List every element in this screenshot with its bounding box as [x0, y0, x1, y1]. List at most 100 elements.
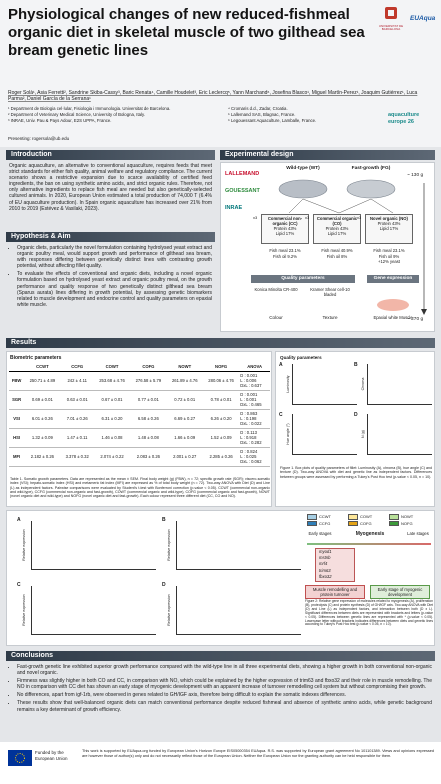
affiliation: ² Department of Veterinary Medical Scien… [8, 112, 146, 117]
table-cell: 0.77 ± 0.01 [137, 397, 159, 402]
table-cell: 250.71 ± 4.89 [29, 378, 56, 383]
table-cell: 280.06 ± 4.76 [208, 378, 234, 383]
bullet: These results show that well-balanced or… [17, 700, 432, 712]
anova-value: D : 0.863 [240, 410, 258, 416]
section-heading: Results [6, 338, 435, 348]
figure2-panel: A Relative expression B Relative expression… [6, 510, 435, 646]
header-band [0, 0, 441, 147]
gene-name: myod1 [319, 549, 332, 554]
anova-value: DxL : 0.022 [240, 421, 262, 427]
panel-letter: A [279, 362, 283, 368]
column-header: COFG [142, 364, 155, 370]
diet-fish: Fish oil 9.2% [273, 253, 297, 259]
y-axis-label: Relative expression [167, 529, 171, 561]
poster-title: Physiological changes of new reduced-fis… [8, 6, 365, 59]
legend-item: NOFG [389, 520, 430, 526]
table-cell: 253.68 ± 4.76 [99, 378, 125, 383]
plot-frame [31, 586, 156, 635]
growth-arrow-head [421, 309, 427, 315]
myo-arrow [307, 543, 431, 545]
anova-cell: D : 0.863 L : 0.198 DxL : 0.022 [239, 409, 270, 428]
diet-composition: Protein 43% [377, 221, 401, 226]
table-cell: 2.001 ± 0.27 [173, 454, 197, 459]
column-header: ANOVA [247, 364, 263, 370]
legend-item: NOWT [389, 514, 430, 520]
affiliation: ⁴ Cromaris d.d., Zadar, Croatia. [228, 106, 288, 111]
table-cell: 1.66 ± 0.09 [174, 435, 196, 440]
table-cell: 6.26 ± 0.20 [210, 416, 232, 421]
replicates: x3 [253, 215, 258, 220]
section-heading: Hypothesis & Aim [6, 232, 215, 242]
table-cell: 2.182 ± 0.26 [30, 454, 55, 459]
legend-item: COFG [348, 520, 389, 526]
legend: CCWT COWT NOWT CCFG COFG NOFG [307, 514, 432, 527]
table-cell: 7.01 ± 0.26 [66, 416, 88, 421]
diet-composition: Lipid 17% [275, 231, 295, 236]
legend-swatch [389, 514, 399, 520]
gene-box: myod1 mstnb mrf4 trim63 fbxo32 [315, 548, 355, 582]
legend-swatch [348, 514, 358, 520]
gene-name: mstnb [319, 555, 331, 561]
table-cell: 2.285 ± 0.26 [209, 454, 233, 459]
anova-value: DxL : 0.282 [240, 440, 262, 446]
intro-text: Organic aquaculture, an alternative to c… [9, 163, 212, 212]
table-cell: 6.69 ± 0.27 [174, 416, 196, 421]
column-header: NOWT [178, 364, 192, 370]
bullet: Organic diets, particularly the novel fo… [17, 245, 212, 269]
legend-swatch [307, 520, 317, 526]
panel-letter: D [162, 582, 166, 588]
figure1-caption: Figure 1. Box plots of quality parameter… [280, 466, 432, 479]
legend-swatch [307, 514, 317, 520]
eu-flag [8, 750, 32, 766]
y-axis-label: Relative expression [22, 594, 26, 626]
y-axis-label: Relative expression [22, 529, 26, 561]
table-cell: 0.67 ± 0.01 [101, 397, 123, 402]
legend-item: CCWT [307, 514, 348, 520]
figure1-panel: Quality parameters A Luminosity B Chroma C Hue… [275, 351, 435, 507]
table-cell: 2.074 ± 0.22 [100, 454, 124, 459]
line-label: Fast-growth (FG) [351, 166, 391, 171]
table-cell: 3.378 ± 0.32 [65, 454, 89, 459]
affiliation: ⁶ Legouessant Aquaculture, Lamballe, Fra… [228, 118, 317, 123]
panel-letter: C [279, 412, 283, 418]
anova-cell: D : 0.113 L : 0.918 DxL : 0.282 [239, 428, 270, 447]
diet-box: Commercial organic (CO) Protein 43% Lipid … [313, 214, 361, 244]
gene-heading: Gene expression [367, 275, 419, 283]
anova-value: L : 0.001 [240, 396, 257, 402]
legend-label: CCWT [319, 514, 331, 520]
anova-value: DxL : 0.062 [240, 459, 262, 465]
panel-letter: D [354, 412, 358, 418]
figure2-caption: Figure 2: Relative gene expression of mo… [305, 599, 433, 627]
table-cell: 6.58 ± 0.26 [137, 416, 159, 421]
funded-text: Funded by the European Union [35, 750, 68, 761]
bullet: Firmness was slightly higher in both CO … [17, 678, 432, 690]
panel-letter: C [17, 582, 21, 588]
anova-value: D : 0.001 [240, 372, 258, 378]
bullet: To evaluate the effects of conventional … [17, 271, 212, 308]
table-cell: 1.32 ± 0.09 [31, 435, 53, 440]
gene-label: Epaxial white Muscle [373, 315, 413, 320]
quality-device: Konica Minolta CR-400 [254, 287, 298, 292]
footer-text: This work is supported by EUAqua.org fun… [82, 749, 434, 758]
myo-box: Early stage of myogenic development [370, 585, 430, 599]
start-weight: ~ 130 g [407, 173, 424, 178]
table-cell: 2.083 ± 0.26 [136, 454, 161, 459]
logo-ub-text: UNIVERSITAT DE BARCELONA [378, 24, 404, 32]
plot-frame [292, 364, 357, 405]
gene-name: mrf4 [319, 561, 328, 567]
row-label: HSI [13, 435, 21, 440]
table-caption: Table 1. Somatic growth parameters. Data… [10, 477, 270, 499]
affiliation: ³ INRAE, Univ. Pau & Pays Adour, E2S UPP… [8, 118, 112, 123]
diet-box: Novel organic (NO) Protein 43% Lipid 17% [365, 214, 413, 244]
replicates: x3 [357, 215, 362, 220]
legend-label: CCFG [319, 520, 331, 526]
y-axis-label: Relative expression [167, 594, 171, 626]
header-row: CCWT CCFG COWT COFG NOWT NOFG ANOVA [9, 363, 270, 371]
quality-heading: Quality parameters [251, 275, 355, 283]
diet-fish: Fish oil 8% [326, 253, 348, 259]
table-cell: 0.69 ± 0.01 [31, 397, 53, 402]
legend-swatch [389, 520, 399, 526]
myo-late: Late stages [407, 531, 429, 536]
table-cell: 0.63 ± 0.01 [66, 397, 88, 402]
anova-value: D : 0.824 [240, 448, 258, 454]
